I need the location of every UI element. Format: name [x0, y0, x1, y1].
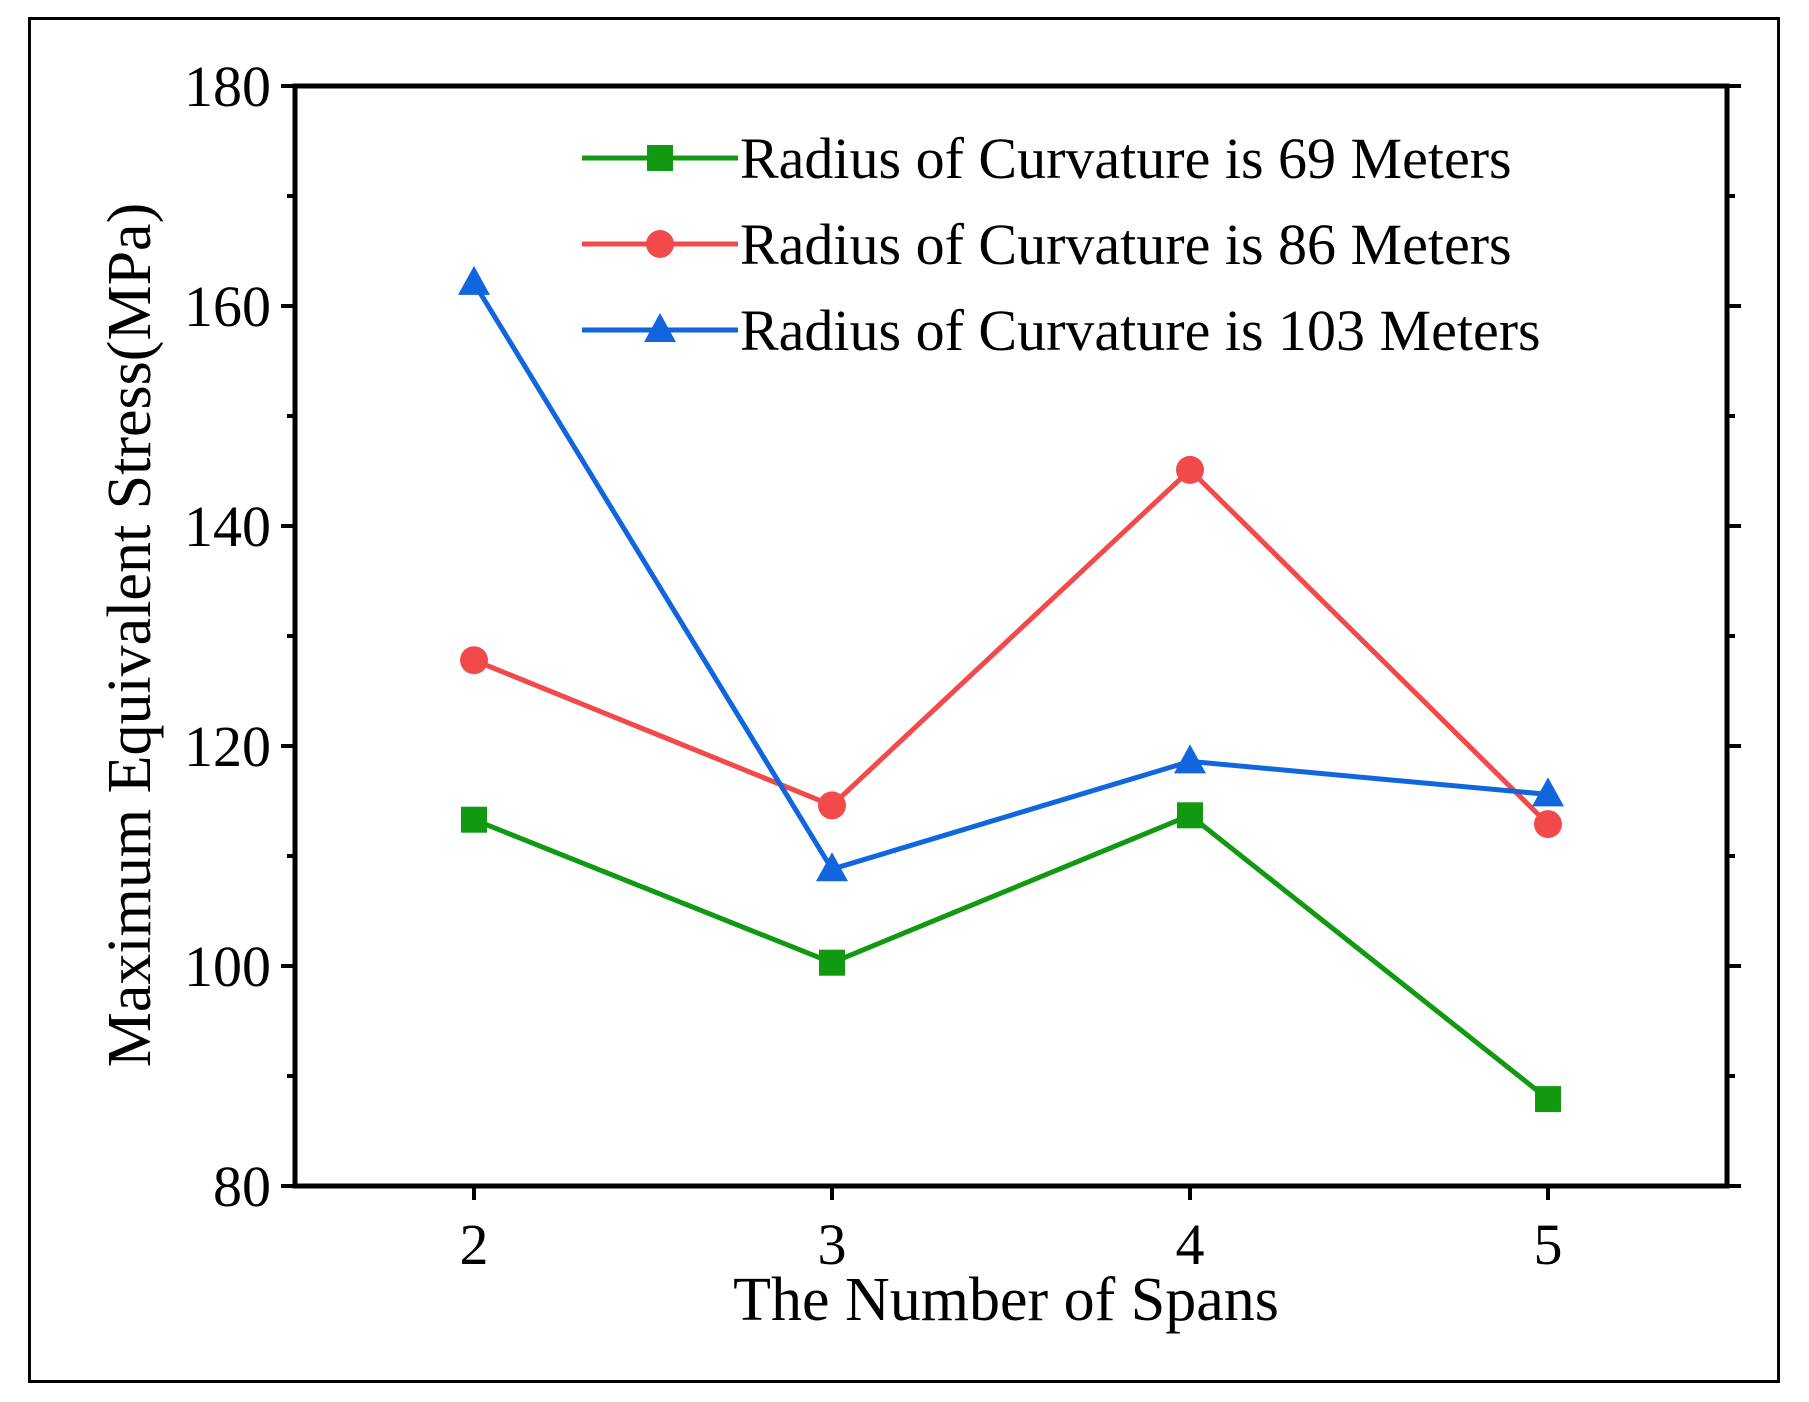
- data-point-circle: [1534, 810, 1562, 839]
- legend-label: Radius of Curvature is 69 Meters: [740, 126, 1512, 191]
- data-point-triangle: [1174, 744, 1206, 774]
- x-tick-label: 2: [460, 1212, 489, 1277]
- series-3: [458, 265, 1564, 882]
- data-point-circle: [818, 791, 846, 820]
- y-tick-label: 120: [184, 714, 271, 779]
- data-point-circle: [460, 646, 488, 675]
- y-tick-label: 80: [213, 1154, 271, 1219]
- y-tick-label: 160: [184, 274, 271, 339]
- series-line: [471, 281, 1549, 872]
- data-point-square: [1177, 802, 1203, 829]
- data-point-circle: [1176, 455, 1204, 484]
- y-tick-label: 180: [184, 54, 271, 119]
- data-point-square: [819, 949, 845, 976]
- legend-entry-3: Radius of Curvature is 103 Meters: [582, 298, 1541, 363]
- x-axis-title: The Number of Spans: [733, 1266, 1279, 1334]
- y-tick-label: 140: [184, 494, 271, 559]
- legend-label: Radius of Curvature is 86 Meters: [740, 212, 1512, 277]
- figure-frame: [28, 17, 1780, 1383]
- data-point-square: [461, 806, 487, 833]
- data-point-square: [1535, 1086, 1561, 1113]
- x-tick-label: 5: [1534, 1212, 1563, 1277]
- legend-entry-2: Radius of Curvature is 86 Meters: [582, 212, 1512, 277]
- data-point-triangle: [816, 852, 848, 882]
- x-tick-label: 3: [818, 1212, 847, 1277]
- y-tick-label: 100: [184, 934, 271, 999]
- legend-marker: [644, 313, 676, 342]
- data-point-triangle: [458, 265, 490, 295]
- legend-label: Radius of Curvature is 103 Meters: [740, 298, 1541, 363]
- data-point-triangle: [1532, 777, 1564, 807]
- legend-entry-1: Radius of Curvature is 69 Meters: [582, 126, 1512, 191]
- x-tick-label: 4: [1176, 1212, 1205, 1277]
- series-line: [473, 812, 1550, 1102]
- y-axis-title: Maximum Equivalent Stress(MPa): [96, 203, 164, 1067]
- legend-marker: [646, 230, 674, 258]
- series-1: [461, 802, 1561, 1113]
- series-2: [460, 455, 1562, 839]
- series-line: [473, 467, 1550, 826]
- legend-marker: [647, 145, 673, 171]
